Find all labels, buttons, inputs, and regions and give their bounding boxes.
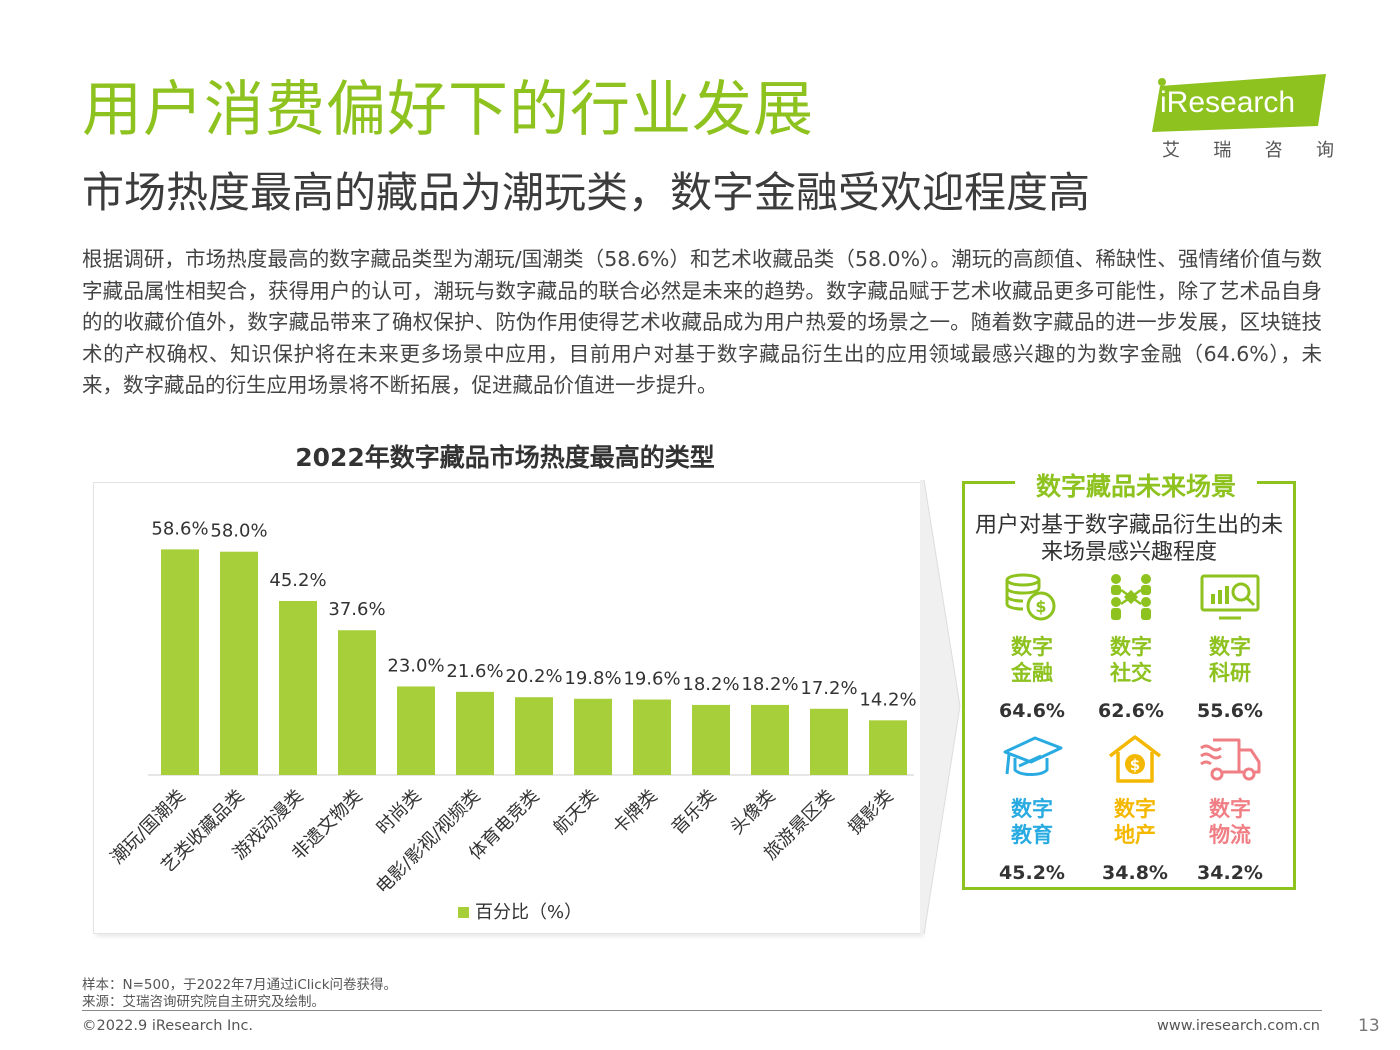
logo-char: 瑞 xyxy=(1213,140,1232,161)
scene-percent: 55.6% xyxy=(1197,700,1263,722)
category-label: 航天类 xyxy=(550,786,603,839)
legend-label: 百分比（%） xyxy=(475,902,582,923)
bar xyxy=(220,551,258,775)
panel-title: 数字藏品未来场景 xyxy=(1015,467,1257,503)
coins-icon: $ xyxy=(1005,573,1056,621)
bar xyxy=(397,686,435,775)
bar xyxy=(692,704,730,775)
body-paragraph: 根据调研，市场热度最高的数字藏品类型为潮玩/国潮类（58.6%）和艺术收藏品类（… xyxy=(82,247,1322,398)
panel-subtitle: 用户对基于数字藏品衍生出的未来场景感兴趣程度 xyxy=(974,513,1283,565)
scene-name-line: 数字 xyxy=(1011,797,1053,821)
scene-name-line: 数字 xyxy=(1011,635,1053,659)
chart-title: 2022年数字藏品市场热度最高的类型 xyxy=(295,443,715,472)
scene-percent: 62.6% xyxy=(1098,700,1164,722)
scene-digital-education: 数字 教育 45.2% xyxy=(982,734,1082,884)
data-label: 45.2% xyxy=(269,570,326,591)
legend-swatch xyxy=(458,907,469,918)
page-title: 用户消费偏好下的行业发展 xyxy=(82,75,814,145)
scene-percent: 34.8% xyxy=(1102,862,1168,884)
delivery-truck-icon xyxy=(1200,738,1261,781)
data-label: 19.8% xyxy=(564,668,621,689)
scene-name-line: 金融 xyxy=(1011,661,1053,685)
category-label: 头像类 xyxy=(727,786,780,839)
scene-name-line: 社交 xyxy=(1110,661,1152,685)
scene-digital-social: 数字 社交 62.6% xyxy=(1081,572,1181,722)
category-label: 时尚类 xyxy=(373,786,426,839)
data-label: 14.2% xyxy=(859,689,916,710)
logo-cn: 艾 瑞 咨 询 xyxy=(1162,136,1334,162)
future-scenes-panel xyxy=(962,481,1296,890)
website-link[interactable]: www.iresearch.com.cn xyxy=(1157,1018,1320,1034)
chart-frame: 58.6% 潮玩/国潮类 58.0% 艺类收藏品类 45.2% 游戏动漫类 37.6% 非遗文… xyxy=(93,482,921,934)
footer-divider xyxy=(82,1010,1322,1011)
scene-digital-logistics: 数字 物流 34.2% xyxy=(1180,734,1280,884)
scene-name-line: 数字 xyxy=(1114,797,1156,821)
data-label: 58.6% xyxy=(151,518,208,539)
scene-name-line: 数字 xyxy=(1110,635,1152,659)
data-label: 17.2% xyxy=(800,678,857,699)
data-label: 21.6% xyxy=(446,661,503,682)
scene-name-line: 数字 xyxy=(1209,797,1251,821)
category-label: 音乐类 xyxy=(668,786,721,839)
bar xyxy=(279,600,317,775)
bar xyxy=(338,630,376,775)
source-note: 来源：艾瑞咨询研究院自主研究及绘制。 xyxy=(82,994,325,1010)
data-label: 19.6% xyxy=(623,669,680,690)
arrow-connector xyxy=(920,479,961,935)
bar xyxy=(869,720,907,775)
category-label: 卡牌类 xyxy=(609,786,662,839)
scene-name-line: 数字 xyxy=(1209,635,1251,659)
scene-name-line: 科研 xyxy=(1209,661,1251,685)
scene-name-line: 教育 xyxy=(1011,823,1053,847)
data-label: 20.2% xyxy=(505,666,562,687)
logo-char: 艾 xyxy=(1162,140,1180,161)
bar xyxy=(515,697,553,775)
logo-char: 咨 xyxy=(1264,140,1283,161)
scene-percent: 64.6% xyxy=(999,700,1065,722)
scene-name-line: 物流 xyxy=(1209,823,1251,847)
scene-digital-realestate: $ 数字 地产 34.8% xyxy=(1085,734,1185,884)
bar xyxy=(161,549,199,775)
bar xyxy=(574,698,612,775)
bar xyxy=(751,704,789,775)
scene-digital-finance: $ 数字 金融 64.6% xyxy=(982,572,1082,722)
data-label: 18.2% xyxy=(741,674,798,695)
data-label: 58.0% xyxy=(210,521,267,542)
bar xyxy=(633,699,671,775)
bar xyxy=(810,708,848,775)
copyright: ©2022.9 iResearch Inc. xyxy=(82,1018,254,1034)
logo-char: 询 xyxy=(1315,140,1334,161)
bar xyxy=(456,691,494,775)
logo-text: iResearch xyxy=(1160,86,1296,119)
category-label: 摄影类 xyxy=(845,786,898,839)
scene-digital-research: 数字 科研 55.6% xyxy=(1180,572,1280,722)
data-label: 18.2% xyxy=(682,674,739,695)
data-label: 23.0% xyxy=(387,655,444,676)
scene-percent: 45.2% xyxy=(999,862,1065,884)
scene-name-line: 地产 xyxy=(1114,823,1156,847)
iresearch-logo xyxy=(1152,74,1326,132)
graduation-cap-icon xyxy=(1003,736,1063,776)
data-label: 37.6% xyxy=(328,599,385,620)
sample-note: 样本：N=500，于2022年7月通过iClick问卷获得。 xyxy=(82,977,398,993)
svg-text:$: $ xyxy=(1130,756,1140,774)
house-dollar-icon: $ xyxy=(1108,735,1162,783)
people-network-icon xyxy=(1111,574,1151,620)
page-number: 13 xyxy=(1358,1016,1380,1036)
bar-chart: 58.6%潮玩/国潮类58.0%艺类收藏品类45.2%游戏动漫类37.6%非遗文… xyxy=(107,518,917,923)
page-subtitle: 市场热度最高的藏品为潮玩类，数字金融受欢迎程度高 xyxy=(82,168,1091,217)
scene-percent: 34.2% xyxy=(1197,862,1263,884)
monitor-search-icon xyxy=(1200,574,1260,620)
category-label: 电影/影视/视频类 xyxy=(372,786,485,899)
svg-text:$: $ xyxy=(1035,597,1046,616)
